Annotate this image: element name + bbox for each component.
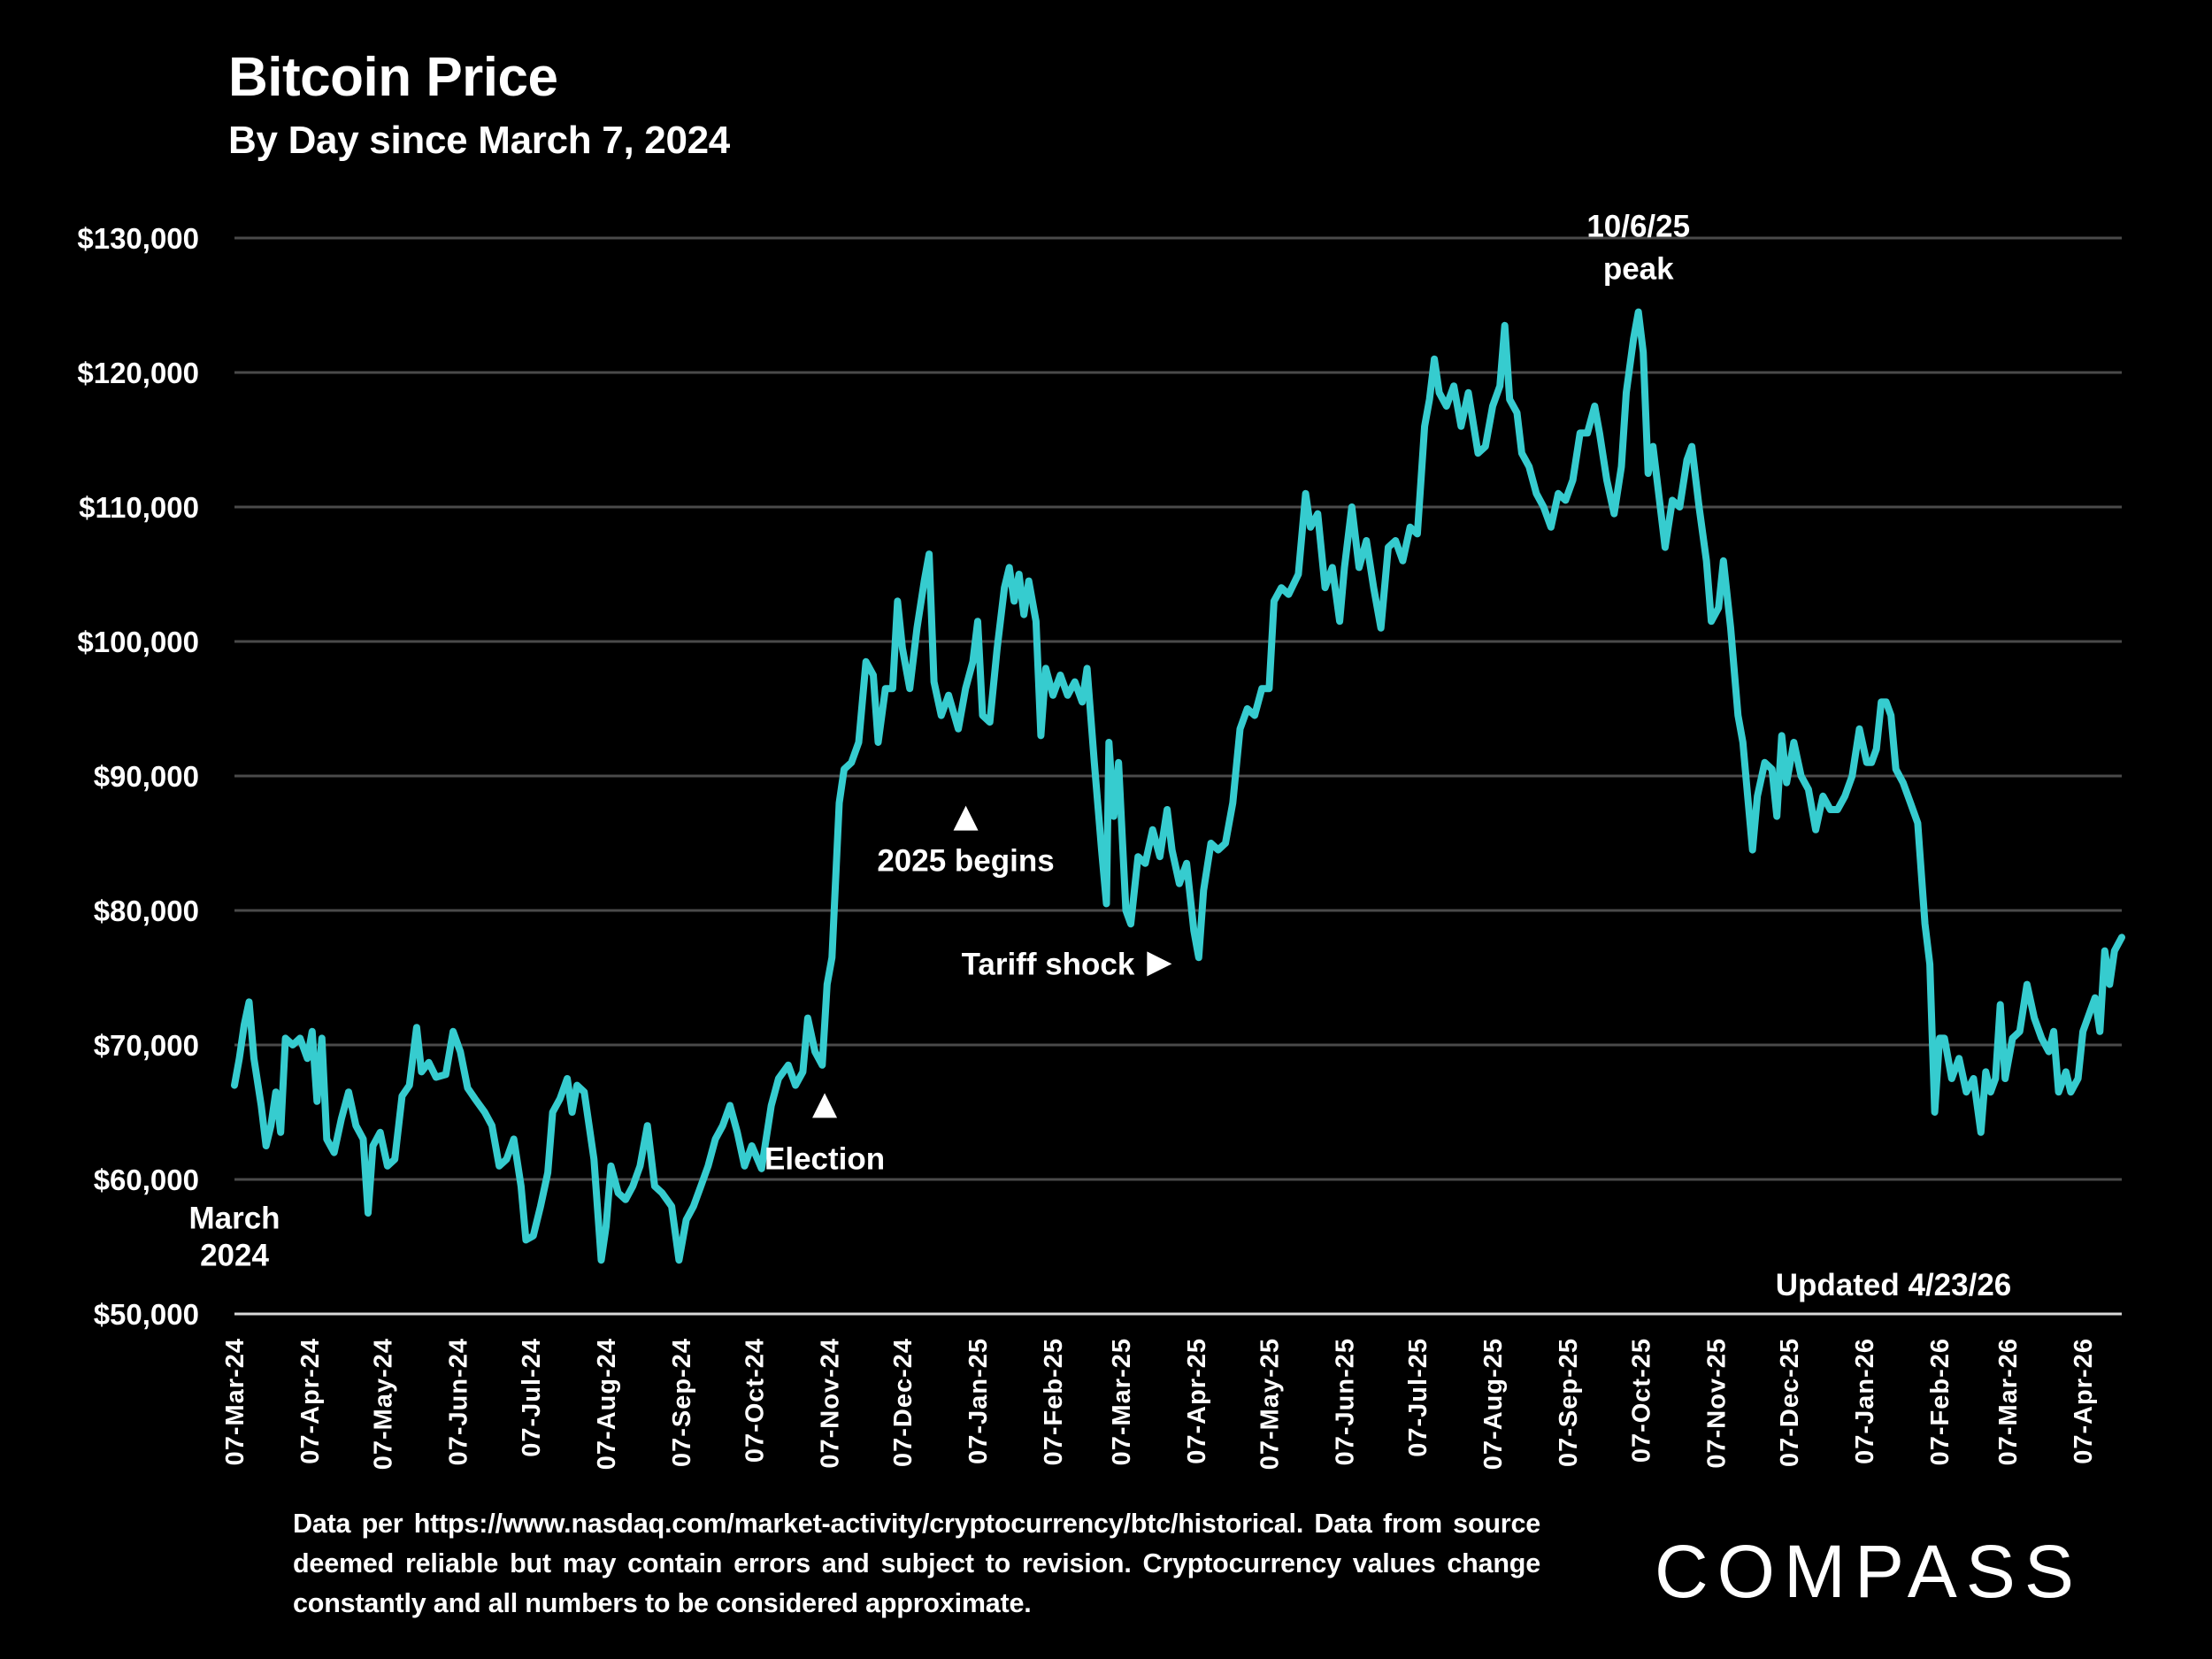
data-source-footnote: Data per https://www.nasdaq.com/market-a…: [293, 1509, 1540, 1618]
x-tick-label: 07-Jul-25: [1404, 1338, 1432, 1457]
x-tick-label: 07-Sep-24: [668, 1338, 696, 1467]
x-tick-label: 07-Dec-25: [1776, 1338, 1804, 1467]
x-tick-label: 07-Oct-24: [741, 1338, 769, 1463]
x-tick-label: 07-Apr-25: [1183, 1338, 1211, 1464]
x-tick-label: 07-Jan-26: [1851, 1338, 1879, 1464]
y-tick-label: $80,000: [94, 895, 199, 927]
x-tick-label: 07-Nov-24: [817, 1338, 845, 1469]
x-tick-label: 07-Nov-25: [1703, 1338, 1732, 1469]
chart-subtitle: By Day since March 7, 2024: [228, 119, 730, 162]
annotation-peak-date: 10/6/25: [1586, 210, 1690, 244]
right-triangle-icon: [1147, 951, 1172, 977]
x-tick-label: 07-Feb-25: [1040, 1338, 1068, 1465]
x-tick-label: 07-May-24: [369, 1338, 397, 1470]
x-axis-tick-labels: 07-Mar-24 07-Apr-24 07-May-24 07-Jun-24 07-J…: [221, 1338, 2098, 1470]
annotation-election: Election: [764, 1141, 885, 1176]
up-triangle-icon: [953, 805, 979, 831]
x-tick-label: 07-Aug-24: [593, 1338, 621, 1470]
x-tick-label: 07-Dec-24: [889, 1338, 918, 1467]
y-tick-label: $90,000: [94, 760, 199, 793]
annotation-march-label: March: [188, 1202, 280, 1236]
price-series-line: [231, 308, 2125, 1264]
x-tick-label: 07-Apr-24: [296, 1338, 325, 1464]
annotation-peak-label: peak: [1603, 252, 1674, 287]
compass-logo: COMPASS: [1655, 1529, 2083, 1615]
x-tick-label: 07-May-25: [1256, 1338, 1284, 1470]
x-tick-label: 07-Jul-24: [518, 1338, 546, 1457]
x-tick-label: 07-Apr-26: [2070, 1338, 2098, 1464]
chart-title: Bitcoin Price: [228, 47, 558, 108]
bitcoin-price-chart: $50,000 $60,000 $70,000 $80,000 $90,000 $100,…: [77, 210, 2125, 1470]
x-tick-label: 07-Sep-25: [1555, 1338, 1583, 1467]
annotation-2025-begins: 2025 begins: [877, 844, 1054, 879]
x-tick-label: 07-Aug-25: [1479, 1338, 1508, 1470]
y-tick-label: $120,000: [77, 357, 199, 389]
annotation-2024-label: 2024: [200, 1239, 269, 1273]
x-tick-label: 07-Jun-24: [445, 1338, 473, 1465]
y-tick-label: $60,000: [94, 1164, 199, 1196]
y-axis-tick-labels: $50,000 $60,000 $70,000 $80,000 $90,000 $100,…: [77, 222, 199, 1331]
x-tick-label: 07-Mar-25: [1108, 1338, 1136, 1465]
logo-text: COMPASS: [1655, 1530, 2083, 1613]
gridlines: [234, 236, 2122, 1181]
x-tick-label: 07-Oct-25: [1627, 1338, 1655, 1463]
x-tick-label: 07-Jan-25: [964, 1338, 993, 1464]
annotation-tariff-shock: Tariff shock: [962, 947, 1135, 981]
y-tick-label: $70,000: [94, 1029, 199, 1062]
x-tick-label: 07-Jun-25: [1332, 1338, 1360, 1465]
y-tick-label: $110,000: [79, 491, 199, 524]
x-tick-label: 07-Mar-26: [1994, 1338, 2023, 1465]
annotation-updated: Updated 4/23/26: [1776, 1268, 2012, 1302]
x-tick-label: 07-Feb-26: [1926, 1338, 1955, 1465]
y-tick-label: $100,000: [77, 626, 199, 658]
x-tick-label: 07-Mar-24: [221, 1338, 250, 1465]
up-triangle-icon: [812, 1093, 838, 1118]
y-tick-label: $50,000: [94, 1298, 199, 1331]
y-tick-label: $130,000: [77, 222, 199, 255]
